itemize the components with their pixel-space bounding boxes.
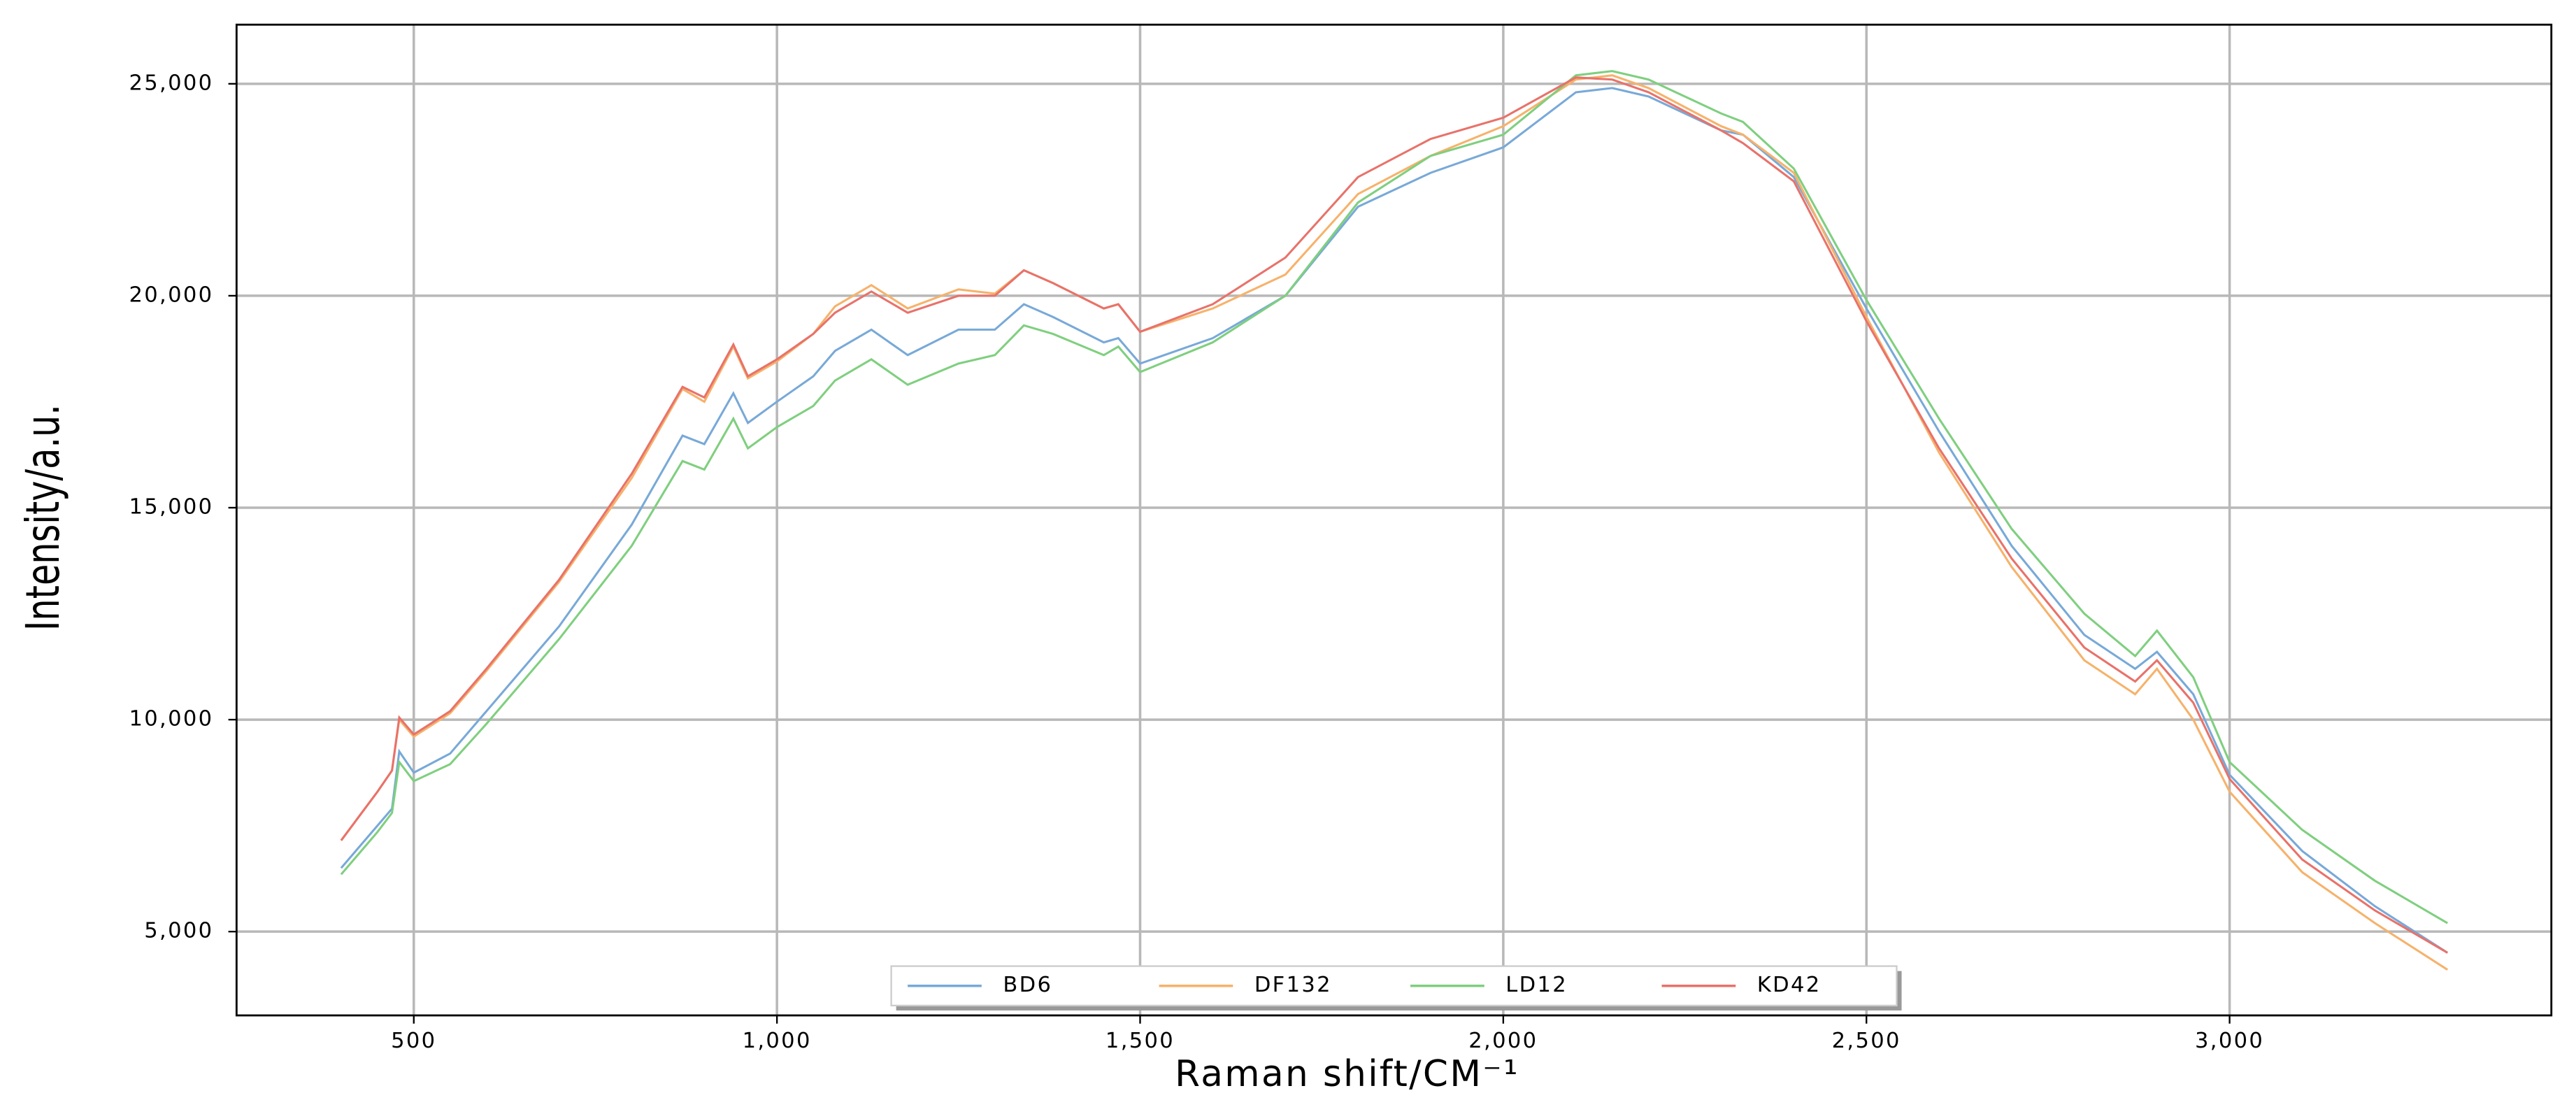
x-tick-label: 3,000 <box>2195 1029 2264 1053</box>
x-tick-label: 1,500 <box>1105 1029 1175 1053</box>
x-tick-label: 500 <box>391 1029 436 1053</box>
series-line <box>340 87 2449 954</box>
x-tick-label: 1,000 <box>743 1029 812 1053</box>
y-tick-label: 5,000 <box>144 919 213 943</box>
y-tick-label: 25,000 <box>129 71 213 95</box>
legend: BD6 DF132 LD12 KD42 <box>890 965 1902 1011</box>
series-line <box>340 70 2448 924</box>
x-tick-label: 2,500 <box>1832 1029 1901 1053</box>
y-tick-label: 10,000 <box>129 707 213 731</box>
legend-label: BD6 <box>1003 973 1052 997</box>
y-tick-label: 20,000 <box>129 283 213 307</box>
series-line <box>340 76 2448 954</box>
plot-frame <box>235 23 2553 1017</box>
x-axis-label: Raman shift/CM⁻¹ <box>1175 1053 1519 1095</box>
legend-label: LD12 <box>1505 973 1568 997</box>
y-axis-label: Intensity/a.u. <box>16 404 70 631</box>
legend-label: DF132 <box>1254 973 1332 997</box>
x-tick-label: 2,000 <box>1468 1029 1538 1053</box>
legend-label: KD42 <box>1757 973 1822 997</box>
y-tick-label: 15,000 <box>129 494 213 519</box>
series-line <box>340 74 2449 971</box>
